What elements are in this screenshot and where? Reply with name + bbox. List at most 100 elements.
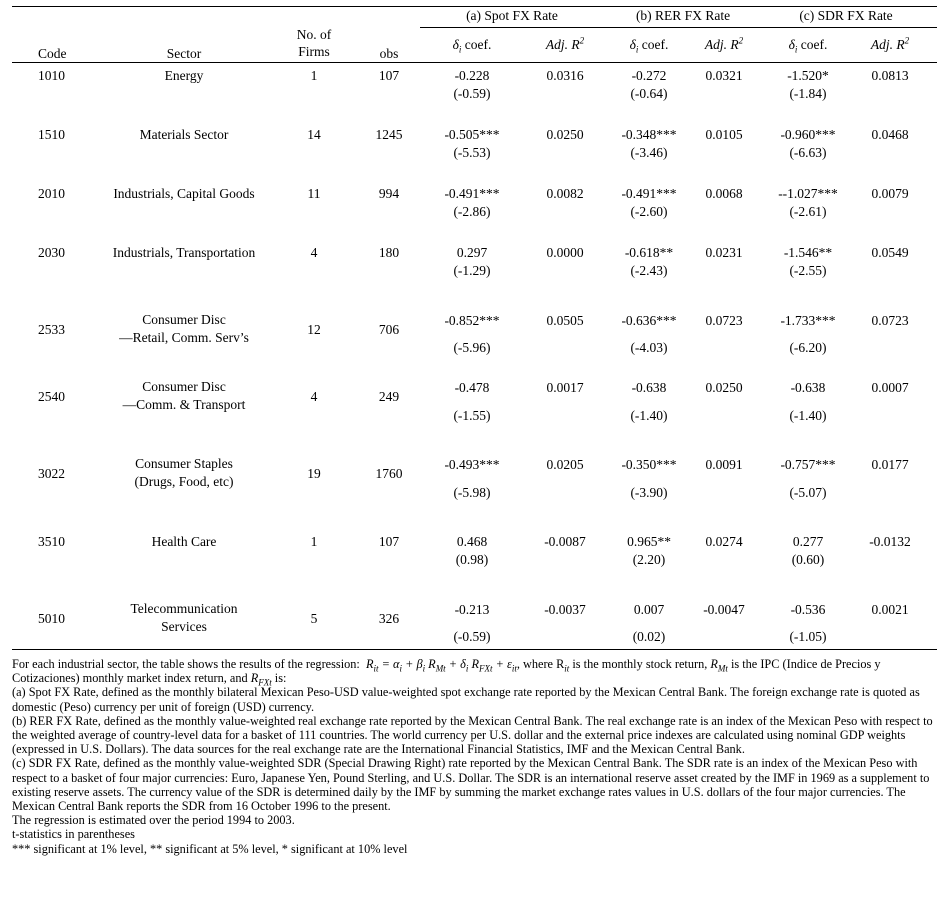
- row-spot-coef: -0.213: [454, 602, 490, 617]
- row-sdr-adj-r2: 0.0021: [871, 602, 909, 617]
- row-spot-tstat: (-5.98): [453, 485, 491, 500]
- row-spot-coef: -0.493***: [444, 457, 500, 472]
- row-sdr-coef: --1.027***: [778, 186, 838, 201]
- row-spot-tstat: (-2.86): [453, 204, 491, 219]
- row-sdr-coef: -1.546**: [783, 245, 833, 260]
- row-sdr-adj-r2: 0.0813: [871, 68, 909, 83]
- row-firms: 4: [310, 245, 318, 260]
- row-sector-line1: Telecommunication: [130, 601, 238, 616]
- row-spot-tstat: (0.98): [455, 552, 489, 567]
- row-sector: Industrials, Capital Goods: [113, 186, 255, 201]
- row-sdr-tstat: (-1.40): [789, 408, 827, 423]
- row-code: 3022: [38, 466, 65, 481]
- row-spot-adj-r2: 0.0250: [546, 127, 584, 142]
- row-obs: 706: [378, 322, 400, 337]
- row-spot-tstat: (-0.59): [453, 86, 491, 101]
- row-obs: 107: [378, 68, 400, 83]
- row-code: 1010: [38, 68, 65, 83]
- row-spot-adj-r2: -0.0037: [544, 602, 586, 617]
- row-code: 2540: [38, 389, 65, 404]
- note-period: The regression is estimated over the per…: [12, 813, 295, 828]
- row-rer-adj-r2: 0.0250: [705, 380, 743, 395]
- row-sdr-tstat: (-1.84): [789, 86, 827, 101]
- row-spot-adj-r2: 0.0000: [546, 245, 584, 260]
- row-code: 2030: [38, 245, 65, 260]
- row-obs: 180: [378, 245, 400, 260]
- row-firms: 14: [307, 127, 321, 142]
- row-sdr-tstat: (-5.07): [789, 485, 827, 500]
- row-firms: 5: [310, 611, 318, 626]
- row-spot-adj-r2: -0.0087: [544, 534, 586, 549]
- row-code: 2010: [38, 186, 65, 201]
- row-sdr-tstat: (-2.61): [789, 204, 827, 219]
- row-obs: 1760: [375, 466, 403, 481]
- col-header-rer-coef: δi coef.: [629, 37, 669, 55]
- row-sector-line2: —Comm. & Transport: [122, 397, 246, 412]
- row-spot-tstat: (-0.59): [453, 629, 491, 644]
- row-obs: 326: [378, 611, 400, 626]
- row-sdr-coef: -1.520*: [787, 68, 829, 83]
- row-sdr-tstat: (-6.20): [789, 340, 827, 355]
- row-rer-tstat: (-2.60): [630, 204, 668, 219]
- row-spot-adj-r2: 0.0505: [546, 313, 584, 328]
- row-sdr-coef: -0.960***: [780, 127, 836, 142]
- row-sdr-tstat: (-2.55): [789, 263, 827, 278]
- row-spot-tstat: (-5.53): [453, 145, 491, 160]
- row-sector: Industrials, Transportation: [112, 245, 256, 260]
- col-header-sector: Sector: [166, 46, 202, 61]
- row-sector-line1: Consumer Disc: [142, 312, 226, 327]
- row-spot-coef: 0.468: [456, 534, 488, 549]
- row-rer-tstat: (-1.40): [630, 408, 668, 423]
- note-rer: (b) RER FX Rate, defined as the monthly …: [12, 713, 933, 757]
- row-obs: 249: [378, 389, 400, 404]
- row-sdr-coef: -0.638: [790, 380, 826, 395]
- row-rer-coef: -0.636***: [621, 313, 677, 328]
- col-header-spot-r2: Adj. R2: [545, 35, 585, 52]
- row-rer-adj-r2: -0.0047: [703, 602, 745, 617]
- row-firms: 1: [310, 68, 318, 83]
- row-code: 5010: [38, 611, 65, 626]
- row-rer-adj-r2: 0.0723: [705, 313, 743, 328]
- note-spot: (a) Spot FX Rate, defined as the monthly…: [12, 685, 920, 714]
- row-spot-adj-r2: 0.0205: [546, 457, 584, 472]
- col-header-sdr-r2: Adj. R2: [870, 35, 910, 52]
- row-sector: Health Care: [151, 534, 217, 549]
- row-sdr-coef: -0.536: [790, 602, 826, 617]
- col-header-obs: obs: [379, 46, 399, 61]
- row-sdr-coef: 0.277: [792, 534, 824, 549]
- row-sector: Energy: [164, 68, 204, 83]
- row-sector-line2: —Retail, Comm. Serv’s: [119, 330, 249, 345]
- group-rule-spot: [420, 27, 618, 28]
- row-rer-adj-r2: 0.0231: [705, 245, 743, 260]
- row-rer-coef: -0.491***: [621, 186, 677, 201]
- group-header-spot: (a) Spot FX Rate: [466, 8, 558, 23]
- row-spot-coef: 0.297: [456, 245, 488, 260]
- row-rer-tstat: (-3.90): [630, 485, 668, 500]
- row-sdr-tstat: (-6.63): [789, 145, 827, 160]
- header-bottom-rule: [12, 62, 937, 63]
- row-spot-coef: -0.228: [454, 68, 490, 83]
- row-rer-coef: -0.272: [631, 68, 667, 83]
- row-rer-tstat: (0.02): [632, 629, 666, 644]
- row-sector-line1: Consumer Disc: [142, 379, 226, 394]
- row-firms: 1: [310, 534, 318, 549]
- row-rer-adj-r2: 0.0321: [705, 68, 743, 83]
- row-obs: 107: [378, 534, 400, 549]
- row-rer-coef: 0.965**: [627, 534, 671, 549]
- row-rer-coef: -0.350***: [621, 457, 677, 472]
- row-sector-line2: Services: [161, 619, 207, 634]
- row-spot-coef: -0.478: [454, 380, 490, 395]
- row-code: 2533: [38, 322, 65, 337]
- col-header-firms-2: Firms: [298, 44, 330, 59]
- row-firms: 11: [307, 186, 321, 201]
- col-header-sdr-coef: δi coef.: [788, 37, 828, 55]
- row-sdr-adj-r2: 0.0549: [871, 245, 909, 260]
- row-sdr-adj-r2: 0.0468: [871, 127, 909, 142]
- row-sector-line1: Consumer Staples: [135, 456, 233, 471]
- row-sdr-tstat: (-1.05): [789, 629, 827, 644]
- row-rer-tstat: (2.20): [632, 552, 666, 567]
- row-rer-tstat: (-2.43): [630, 263, 668, 278]
- row-sdr-adj-r2: 0.0007: [871, 380, 909, 395]
- table-bottom-rule: [12, 649, 937, 650]
- row-sector-line2: (Drugs, Food, etc): [134, 474, 234, 489]
